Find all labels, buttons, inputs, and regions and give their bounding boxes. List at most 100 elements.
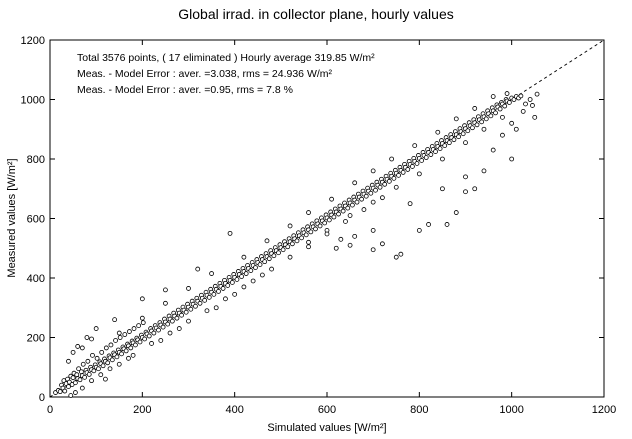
scatter-point: [128, 345, 134, 351]
scatter-point: [202, 297, 208, 303]
scatter-point: [472, 186, 478, 192]
scatter-point: [169, 318, 175, 324]
y-tick-label: 200: [27, 333, 45, 345]
data-points: [53, 91, 540, 398]
scatter-point: [326, 217, 332, 223]
scatter-point: [70, 375, 76, 381]
scatter-point: [216, 288, 221, 294]
scatter-point: [490, 94, 496, 99]
scatter-point: [91, 368, 97, 374]
scatter-point: [117, 335, 123, 340]
scatter-point: [419, 158, 425, 163]
axis-ticks: 0 200 400 600 800 1000 1200 0 200 400 600 800 1000 12…: [21, 35, 617, 416]
scatter-point: [116, 330, 122, 336]
scatter-point: [262, 259, 268, 265]
scatter-point: [393, 254, 399, 260]
scatter-point: [407, 201, 413, 207]
scatter-point: [174, 315, 180, 321]
scatter-point: [232, 291, 238, 297]
scatter-point: [113, 338, 118, 343]
scatter-point: [165, 321, 171, 327]
scatter-point: [89, 378, 94, 384]
scatter-point: [370, 227, 376, 233]
scatter-point: [204, 308, 210, 314]
scatter-point: [109, 357, 115, 363]
scatter-point: [463, 174, 468, 180]
scatter-point: [112, 317, 118, 323]
scatter-point: [509, 120, 515, 126]
scatter-point: [79, 345, 85, 351]
scatter-point: [377, 184, 383, 190]
scatter-point: [322, 220, 328, 226]
scatter-point: [186, 286, 191, 291]
scatter-point: [349, 202, 355, 208]
scatter-point: [428, 152, 434, 157]
scatter-point: [151, 330, 157, 336]
scatter-point: [410, 164, 415, 169]
scatter-point: [280, 247, 286, 253]
scatter-point: [530, 103, 535, 108]
scatter-point: [352, 180, 358, 186]
scatter-point: [259, 272, 265, 278]
scatter-point: [500, 132, 505, 138]
scatter-point: [239, 274, 244, 279]
scatter-point: [416, 227, 422, 233]
scatter-point: [57, 389, 63, 395]
scatter-point: [481, 126, 487, 132]
scatter-point: [352, 233, 358, 239]
scatter-point: [354, 199, 360, 205]
scatter-point: [451, 137, 457, 143]
scatter-point: [264, 238, 270, 244]
scatter-point: [532, 114, 538, 120]
scatter-point: [167, 330, 173, 336]
scatter-point: [440, 186, 445, 192]
scatter-point: [186, 318, 191, 324]
scatter-point: [306, 244, 311, 250]
scatter-point: [456, 134, 461, 140]
scatter-point: [361, 207, 367, 212]
scatter-point: [257, 262, 263, 268]
scatter-point: [329, 196, 335, 202]
scatter-point: [156, 327, 161, 333]
scatter-point: [248, 268, 254, 273]
scatter-point: [343, 219, 348, 224]
scatter-point: [379, 241, 385, 247]
scatter-point: [313, 226, 318, 232]
y-tick-label: 1200: [21, 35, 45, 47]
scatter-point: [470, 125, 475, 131]
scatter-point: [93, 326, 99, 331]
scatter-point: [289, 241, 295, 247]
scatter-point: [389, 156, 395, 162]
scatter-point: [490, 147, 496, 153]
scatter-point: [105, 360, 111, 366]
scatter-point: [481, 168, 487, 174]
scatter-point: [465, 128, 471, 134]
scatter-point: [453, 116, 459, 122]
scatter-point: [368, 190, 374, 196]
scatter-point: [79, 385, 85, 391]
scatter-point: [126, 355, 131, 361]
scatter-point: [234, 277, 240, 282]
scatter-point: [223, 296, 228, 302]
scatter-point: [243, 271, 249, 276]
scatter-point: [333, 245, 339, 251]
scatter-point: [363, 193, 369, 199]
scatter-point: [107, 366, 113, 372]
scatter-point: [370, 168, 376, 174]
scatter-point: [66, 358, 71, 364]
scatter-point: [123, 348, 129, 354]
y-tick-label: 400: [27, 273, 45, 285]
scatter-point: [493, 110, 498, 116]
scatter-point: [78, 369, 84, 375]
scatter-point: [423, 155, 429, 160]
scatter-point: [80, 361, 86, 367]
scatter-point: [137, 339, 143, 345]
scatter-point: [379, 195, 385, 201]
scatter-point: [509, 156, 515, 162]
scatter-point: [287, 254, 293, 260]
scatter-point: [416, 171, 422, 177]
scatter-point: [82, 374, 88, 380]
scatter-point: [500, 114, 505, 120]
scatter-point: [206, 294, 212, 300]
